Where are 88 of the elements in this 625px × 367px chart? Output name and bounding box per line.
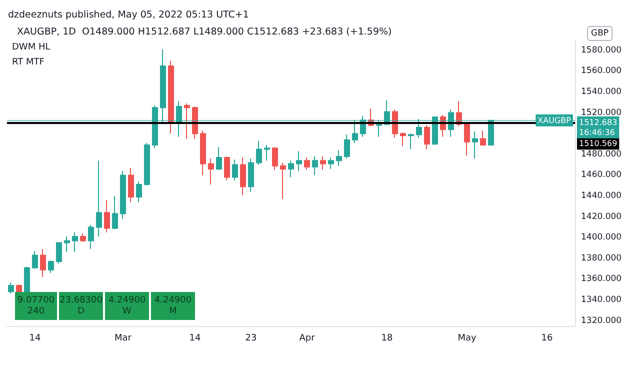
candlestick — [200, 130, 206, 176]
candlestick — [464, 122, 470, 156]
text: 1512.683 16:46:36 — [579, 118, 618, 137]
candlestick — [88, 224, 94, 250]
candlestick — [472, 131, 478, 160]
candlestick — [352, 120, 358, 144]
x-tick-label: 14 — [189, 334, 201, 344]
y-tick-label: 1480.000 — [581, 149, 622, 160]
candlestick — [432, 116, 438, 146]
candlestick — [480, 130, 486, 146]
candlestick — [184, 102, 190, 140]
y-tick-label: 1380.000 — [581, 253, 622, 264]
candlestick — [176, 100, 182, 138]
candlestick — [80, 232, 86, 242]
candlestick — [408, 133, 414, 150]
x-tick-label: May — [458, 334, 477, 344]
candlestick — [416, 118, 422, 138]
candlestick — [288, 160, 294, 178]
annotation: 4.24900 M — [154, 296, 192, 316]
y-tick-label: 1320.000 — [581, 316, 622, 326]
y-tick-label: 1520.000 — [581, 108, 622, 118]
ref-line-label: 1510.569 — [579, 139, 618, 148]
annotation: 23.68300 D — [60, 296, 103, 316]
candlestick — [96, 160, 102, 238]
candlestick — [24, 266, 30, 294]
candlestick — [216, 146, 222, 170]
y-tick-label: 1400.000 — [581, 232, 622, 243]
candlestick — [64, 236, 70, 253]
candlestick — [376, 120, 382, 138]
x-tick-label: 23 — [245, 334, 257, 344]
candlestick — [192, 106, 198, 140]
candlestick — [224, 156, 230, 181]
annotation: RT MTF — [12, 58, 44, 68]
candlestick — [280, 162, 286, 200]
candlestick — [40, 248, 46, 278]
candlestick — [48, 260, 54, 274]
x-tick-label: Mar — [114, 334, 132, 344]
candlestick — [328, 157, 334, 170]
candlestick — [488, 120, 494, 146]
candlestick — [144, 142, 150, 186]
y-tick-label: 1420.000 — [581, 212, 622, 222]
x-tick-label: 16 — [541, 334, 553, 344]
candlestick — [392, 109, 398, 138]
candlestick — [320, 156, 326, 170]
y-tick-label: 1340.000 — [581, 295, 622, 305]
y-tick-label: 1580.000 — [581, 45, 622, 56]
annotation: 4.24900 W — [108, 296, 146, 316]
candlestick — [168, 60, 174, 134]
candlestick — [160, 48, 166, 123]
chart-title: XAUGBP, 1D O1489.000 H1512.687 L1489.000 C1512.683 +23.683 (+1.59%) — [17, 26, 392, 38]
annotation: 9.07700 240 — [17, 296, 55, 316]
candlestick — [232, 159, 238, 181]
y-tick-label: 1560.000 — [581, 66, 622, 76]
y-tick-label: 1440.000 — [581, 191, 622, 201]
candlestick — [312, 156, 318, 176]
candlestick — [296, 150, 302, 172]
candlestick — [240, 157, 246, 196]
candlestick — [424, 124, 430, 150]
text: GBP — [591, 28, 609, 38]
candlestick — [136, 180, 142, 203]
y-tick-label: 1460.000 — [581, 170, 622, 180]
ref-line-label: XAUGBP — [538, 116, 572, 125]
y-tick-label: 1540.000 — [581, 87, 622, 97]
y-tick-label: 1360.000 — [581, 274, 622, 284]
candlestick — [400, 132, 406, 147]
candlestick — [72, 232, 78, 253]
x-tick-label: Apr — [299, 334, 316, 344]
candlestick — [264, 144, 270, 162]
candlestick — [16, 284, 22, 294]
candlestick — [304, 157, 310, 170]
candlestick — [8, 282, 14, 294]
text: dzdeeznuts published, May 05, 2022 05:13 UTC+1 — [8, 10, 249, 20]
candlestick — [104, 200, 110, 233]
candlestick — [120, 170, 126, 220]
candlestick — [248, 158, 254, 192]
annotation: DWM HL — [12, 42, 50, 52]
candlestick — [256, 140, 262, 166]
x-tick-label: 18 — [381, 334, 393, 344]
candlestick — [272, 146, 278, 170]
candlestick — [152, 105, 158, 149]
candlestick — [128, 167, 134, 203]
candlestick — [56, 242, 62, 264]
x-tick-label: 14 — [29, 334, 41, 344]
candlestick — [336, 150, 342, 166]
candlestick — [208, 158, 214, 186]
candlestick — [112, 196, 118, 230]
candlestick — [344, 134, 350, 160]
candlestick — [32, 250, 38, 270]
